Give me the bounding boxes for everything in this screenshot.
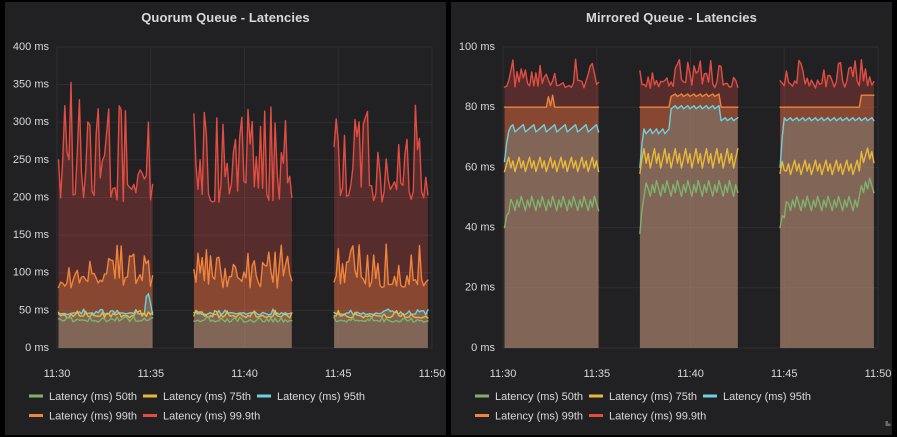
svg-text:11:45: 11:45 <box>771 368 798 380</box>
svg-text:11:35: 11:35 <box>137 368 164 380</box>
svg-text:300 ms: 300 ms <box>13 116 50 128</box>
svg-text:11:40: 11:40 <box>231 368 258 380</box>
svg-text:250 ms: 250 ms <box>13 154 50 166</box>
svg-text:11:50: 11:50 <box>419 368 446 380</box>
svg-text:11:35: 11:35 <box>583 368 610 380</box>
svg-text:100 ms: 100 ms <box>13 267 50 279</box>
svg-text:100 ms: 100 ms <box>459 41 496 53</box>
svg-text:50 ms: 50 ms <box>19 304 49 316</box>
svg-text:11:50: 11:50 <box>865 368 892 380</box>
svg-text:20 ms: 20 ms <box>465 282 495 294</box>
svg-text:Latency (ms) 99th: Latency (ms) 99th <box>49 411 137 423</box>
svg-text:80 ms: 80 ms <box>465 101 495 113</box>
svg-text:350 ms: 350 ms <box>13 79 50 91</box>
svg-text:11:30: 11:30 <box>490 368 517 380</box>
svg-text:11:30: 11:30 <box>44 368 71 380</box>
svg-text:Latency (ms) 50th: Latency (ms) 50th <box>49 391 137 403</box>
svg-text:Latency (ms) 99.9th: Latency (ms) 99.9th <box>609 411 706 423</box>
svg-text:Latency (ms) 75th: Latency (ms) 75th <box>609 391 697 403</box>
svg-text:60 ms: 60 ms <box>465 161 495 173</box>
svg-text:Latency (ms) 50th: Latency (ms) 50th <box>495 391 583 403</box>
svg-text:40 ms: 40 ms <box>465 222 495 234</box>
svg-text:11:45: 11:45 <box>325 368 352 380</box>
svg-text:Latency (ms) 99th: Latency (ms) 99th <box>495 411 583 423</box>
svg-text:200 ms: 200 ms <box>13 191 50 203</box>
svg-text:11:40: 11:40 <box>677 368 704 380</box>
svg-text:Latency (ms) 99.9th: Latency (ms) 99.9th <box>163 411 260 423</box>
svg-text:0 ms: 0 ms <box>25 342 49 354</box>
svg-text:Latency (ms) 75th: Latency (ms) 75th <box>163 391 251 403</box>
svg-text:400 ms: 400 ms <box>13 41 50 53</box>
svg-text:Latency (ms) 95th: Latency (ms) 95th <box>277 391 365 403</box>
svg-text:0 ms: 0 ms <box>471 342 495 354</box>
svg-text:Latency (ms) 95th: Latency (ms) 95th <box>723 391 811 403</box>
svg-text:150 ms: 150 ms <box>13 229 50 241</box>
